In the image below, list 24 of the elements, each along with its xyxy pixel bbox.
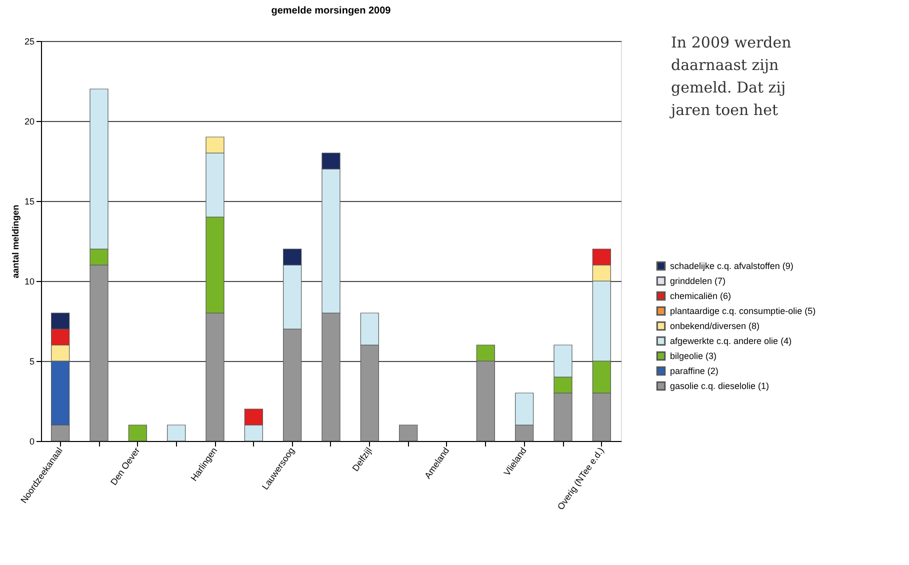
legend-label: chemicaliën (6)	[670, 291, 732, 301]
bar	[167, 424, 186, 442]
y-tick-label: 20	[24, 116, 34, 126]
y-tick-label: 15	[24, 196, 34, 206]
y-tick-label: 25	[24, 36, 34, 46]
y-tick-label: 0	[29, 436, 34, 446]
bar	[399, 424, 418, 442]
legend-label: onbekend/diversen (8)	[670, 321, 760, 331]
legend-label: paraffine (2)	[670, 366, 718, 376]
legend-label: grinddelen (7)	[670, 276, 726, 286]
text: In 2009 werden	[671, 33, 792, 52]
text: jaren toen het	[669, 100, 778, 119]
legend-label: afgewerkte c.q. andere olie (4)	[670, 336, 792, 346]
y-axis-title: aantal meldingen	[10, 204, 20, 278]
bar	[128, 424, 147, 442]
y-tick-label: 10	[24, 276, 34, 286]
y-tick-label: 5	[29, 356, 34, 366]
text: daarnaast zijn	[671, 56, 780, 74]
legend-label: schadelijke c.q. afvalstoffen (9)	[670, 261, 794, 271]
legend-label: plantaardige c.q. consumptie-olie (5)	[670, 306, 816, 316]
text: gemeld. Dat zij	[671, 78, 786, 96]
chart-title: gemelde morsingen 2009	[271, 5, 392, 16]
legend-label: bilgeolie (3)	[670, 351, 717, 361]
legend-label: gasolie c.q. dieselolie (1)	[670, 381, 770, 391]
